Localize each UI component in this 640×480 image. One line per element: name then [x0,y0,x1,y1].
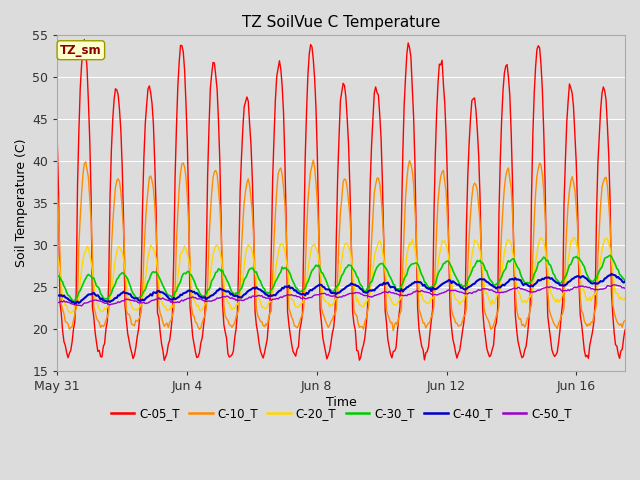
C-05_T [246,121,253,127]
C-05_T [310,57,317,62]
C-50_T [522,288,530,293]
Line: C-40_T: C-40_T [57,274,625,304]
C-40_T [308,288,316,293]
C-30_T [53,273,61,278]
C-30_T [74,294,81,300]
Line: C-50_T: C-50_T [57,285,625,306]
C-20_T [522,300,530,305]
C-05_T [72,290,80,296]
C-40_T [598,278,606,284]
C-40_T [607,271,615,277]
C-50_T [335,294,343,300]
C-20_T [335,279,343,285]
C-10_T [243,180,251,186]
C-40_T [621,279,629,285]
C-05_T [337,98,344,104]
C-30_T [308,268,316,274]
Legend: C-05_T, C-10_T, C-20_T, C-30_T, C-40_T, C-50_T: C-05_T, C-10_T, C-20_T, C-30_T, C-40_T, … [106,403,576,425]
Line: C-05_T: C-05_T [57,39,625,360]
C-50_T [77,303,85,309]
C-20_T [570,235,577,240]
C-50_T [611,282,618,288]
C-20_T [74,300,81,306]
C-40_T [522,281,530,287]
C-20_T [621,295,629,301]
C-05_T [524,333,531,338]
C-50_T [244,295,252,301]
Line: C-20_T: C-20_T [57,238,625,312]
C-40_T [335,290,343,296]
C-10_T [524,315,531,321]
Text: TZ_sm: TZ_sm [60,44,102,57]
C-50_T [308,294,316,300]
C-20_T [600,241,607,247]
C-10_T [621,318,629,324]
C-30_T [621,278,629,284]
C-05_T [81,36,88,42]
C-20_T [308,243,316,249]
C-10_T [307,169,314,175]
C-20_T [244,242,252,248]
C-50_T [53,300,61,305]
Line: C-10_T: C-10_T [57,160,625,331]
C-20_T [67,310,75,315]
C-30_T [522,280,530,286]
C-40_T [244,288,252,294]
Line: C-30_T: C-30_T [57,255,625,301]
C-50_T [72,302,80,308]
X-axis label: Time: Time [326,396,356,408]
C-05_T [600,84,607,90]
C-40_T [53,293,61,299]
Title: TZ SoilVue C Temperature: TZ SoilVue C Temperature [242,15,440,30]
C-10_T [72,305,80,311]
C-40_T [74,299,81,304]
C-40_T [71,301,79,307]
Y-axis label: Soil Temperature (C): Soil Temperature (C) [15,139,28,267]
C-30_T [70,299,77,304]
C-10_T [389,328,397,334]
C-05_T [161,358,168,363]
C-30_T [598,264,606,270]
C-05_T [53,136,61,142]
C-10_T [600,179,607,185]
C-30_T [606,252,614,258]
C-50_T [598,287,606,292]
C-30_T [244,269,252,275]
C-10_T [310,157,317,163]
C-20_T [53,252,61,258]
C-10_T [335,236,343,242]
C-10_T [53,190,61,195]
C-50_T [621,286,629,291]
C-05_T [621,327,629,333]
C-30_T [335,281,343,287]
